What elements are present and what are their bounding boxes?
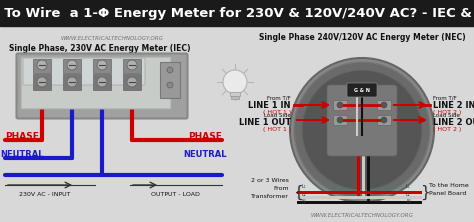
Text: L₂: L₂: [405, 192, 410, 196]
FancyBboxPatch shape: [327, 85, 397, 156]
Bar: [63, 74, 81, 90]
Text: WWW.ELECTRICALTECHNOLOGY.ORG: WWW.ELECTRICALTECHNOLOGY.ORG: [61, 36, 164, 40]
Text: WWW.ELECTRICALTECHNOLOGY.ORG: WWW.ELECTRICALTECHNOLOGY.ORG: [310, 212, 413, 218]
Text: LINE 1 IN: LINE 1 IN: [248, 101, 291, 109]
Text: 230V AC - INPUT: 230V AC - INPUT: [19, 192, 71, 196]
Text: L₁: L₁: [302, 184, 307, 188]
Text: ( HOT 1 ): ( HOT 1 ): [263, 109, 291, 115]
Bar: [230, 92, 240, 96]
Bar: [123, 59, 141, 73]
Text: ( HOT 1 ): ( HOT 1 ): [263, 127, 291, 131]
Bar: [231, 96, 239, 99]
Circle shape: [294, 62, 430, 198]
Text: Single Phase 240V/120V AC Energy Meter (NEC): Single Phase 240V/120V AC Energy Meter (…: [259, 34, 465, 42]
Circle shape: [290, 58, 434, 202]
Text: G & N: G & N: [354, 87, 370, 93]
Circle shape: [337, 117, 343, 123]
Text: Single Phase, 230V AC Energy Meter (IEC): Single Phase, 230V AC Energy Meter (IEC): [9, 44, 191, 52]
Circle shape: [127, 77, 137, 87]
Text: LINE 2 OUT: LINE 2 OUT: [433, 117, 474, 127]
Bar: [33, 74, 51, 90]
Text: From T/F: From T/F: [267, 95, 291, 101]
Bar: [0, 0, 474, 26]
Bar: [333, 115, 347, 125]
Circle shape: [127, 60, 137, 70]
Text: Load Side: Load Side: [433, 113, 460, 117]
Text: NEUTRAL: NEUTRAL: [183, 149, 227, 159]
Circle shape: [167, 82, 173, 88]
Text: N: N: [406, 198, 410, 204]
Bar: [93, 74, 111, 90]
Text: LINE 1 OUT: LINE 1 OUT: [239, 117, 291, 127]
Circle shape: [97, 60, 107, 70]
Circle shape: [37, 77, 47, 87]
Bar: [93, 59, 111, 73]
Text: PHASE: PHASE: [188, 131, 222, 141]
Text: Panel Board: Panel Board: [429, 190, 466, 196]
Bar: [33, 59, 51, 73]
Circle shape: [302, 70, 422, 190]
Circle shape: [67, 77, 77, 87]
Bar: [160, 62, 180, 98]
Text: ( HOT 2 ): ( HOT 2 ): [433, 127, 461, 131]
Circle shape: [381, 102, 387, 108]
Circle shape: [337, 102, 343, 108]
Circle shape: [97, 77, 107, 87]
Text: }: }: [420, 184, 430, 200]
FancyBboxPatch shape: [347, 83, 377, 97]
Text: Load Side: Load Side: [264, 113, 291, 117]
Text: {: {: [293, 184, 303, 200]
Text: From: From: [273, 186, 289, 190]
Text: L₁: L₁: [405, 184, 410, 188]
Text: N: N: [302, 198, 306, 204]
Circle shape: [37, 60, 47, 70]
Bar: [63, 59, 81, 73]
Bar: [123, 74, 141, 90]
Circle shape: [67, 60, 77, 70]
Bar: [333, 100, 347, 110]
Circle shape: [167, 67, 173, 73]
Text: ( HOT 2 ): ( HOT 2 ): [433, 109, 461, 115]
Text: To the Home: To the Home: [429, 182, 469, 188]
FancyBboxPatch shape: [21, 57, 171, 109]
Circle shape: [381, 117, 387, 123]
Bar: [377, 115, 391, 125]
Bar: [0, 26, 474, 222]
Text: How To Wire  a 1-Φ Energy Meter for 230V & 120V/240V AC? - IEC & NEC: How To Wire a 1-Φ Energy Meter for 230V …: [0, 6, 474, 20]
Text: OUTPUT - LOAD: OUTPUT - LOAD: [151, 192, 200, 196]
Text: PHASE: PHASE: [5, 131, 39, 141]
Text: From T/F: From T/F: [433, 95, 457, 101]
Text: LINE 2 IN: LINE 2 IN: [433, 101, 474, 109]
FancyBboxPatch shape: [23, 58, 145, 85]
Text: L₂: L₂: [302, 192, 307, 196]
Text: Transformer: Transformer: [251, 194, 289, 198]
Circle shape: [223, 70, 247, 94]
FancyBboxPatch shape: [17, 54, 188, 119]
Bar: [377, 100, 391, 110]
Text: NEUTRAL: NEUTRAL: [0, 149, 44, 159]
Text: 2 or 3 Wires: 2 or 3 Wires: [251, 178, 289, 182]
